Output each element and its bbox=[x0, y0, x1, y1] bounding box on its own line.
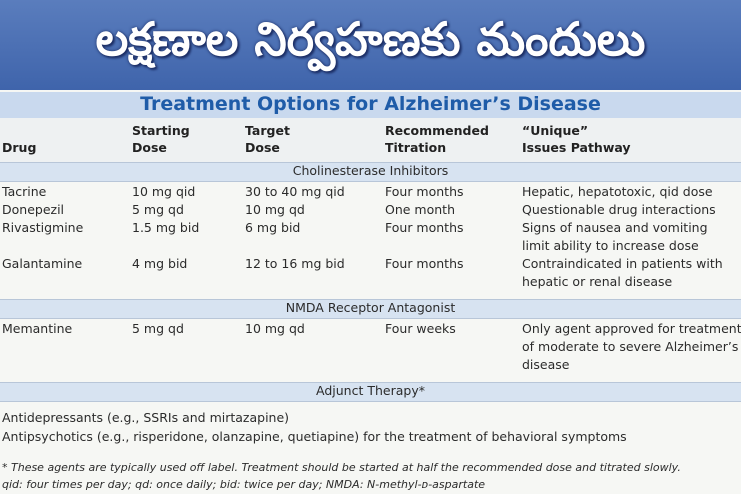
column-header: Dose bbox=[245, 140, 280, 155]
header-band bbox=[0, 118, 741, 163]
cell: Tacrine bbox=[2, 184, 47, 199]
cell: Donepezil bbox=[2, 202, 65, 217]
banner bbox=[0, 0, 741, 90]
cell: 4 mg bid bbox=[132, 256, 188, 271]
column-header: Recommended bbox=[385, 123, 489, 138]
section-title: Adjunct Therapy* bbox=[316, 383, 425, 398]
section-band bbox=[0, 162, 741, 182]
section-title: NMDA Receptor Antagonist bbox=[285, 300, 456, 315]
cell: Four months bbox=[385, 184, 464, 199]
cell: 6 mg bid bbox=[245, 220, 301, 235]
table-title: Treatment Options for Alzheimer’s Diseas… bbox=[140, 93, 601, 115]
footnote: * These agents are typically used off la… bbox=[2, 461, 681, 474]
footnote: qid: four times per day; qd: once daily;… bbox=[2, 478, 486, 491]
cell: Memantine bbox=[2, 321, 73, 336]
column-header: “Unique” bbox=[522, 123, 589, 138]
cell: Galantamine bbox=[2, 256, 83, 271]
banner-title: లక్షణాల నిర్వహణకు మందులు bbox=[95, 12, 646, 66]
cell: 10 mg qid bbox=[132, 184, 196, 199]
cell: Questionable drug interactions bbox=[522, 202, 716, 217]
cell: Hepatic, hepatotoxic, qid dose bbox=[522, 184, 713, 199]
cell: 5 mg qd bbox=[132, 202, 184, 217]
cell: 5 mg qd bbox=[132, 321, 184, 336]
cell: 10 mg qd bbox=[245, 321, 305, 336]
column-header: Starting bbox=[132, 123, 190, 138]
cell: Four weeks bbox=[385, 321, 456, 336]
column-header: Titration bbox=[385, 140, 447, 155]
adjunct-line: Antidepressants (e.g., SSRIs and mirtaza… bbox=[2, 410, 290, 425]
column-header: Drug bbox=[2, 140, 37, 155]
title-band bbox=[0, 92, 741, 118]
cell: Only agent approved for treatment bbox=[522, 321, 741, 336]
cell: of moderate to severe Alzheimer’s bbox=[522, 339, 739, 354]
column-header: Issues Pathway bbox=[522, 140, 631, 155]
cell: 30 to 40 mg qid bbox=[245, 184, 345, 199]
section-band bbox=[0, 299, 741, 319]
column-header: Dose bbox=[132, 140, 167, 155]
column-header: Target bbox=[245, 123, 290, 138]
cell: limit ability to increase dose bbox=[522, 238, 699, 253]
cell: Signs of nausea and vomiting bbox=[522, 220, 708, 235]
cell: 10 mg qd bbox=[245, 202, 305, 217]
cell: Contraindicated in patients with bbox=[522, 256, 723, 271]
section-title: Cholinesterase Inhibitors bbox=[292, 163, 449, 178]
cell: Four months bbox=[385, 256, 464, 271]
cell: disease bbox=[522, 357, 570, 372]
cell: 1.5 mg bid bbox=[132, 220, 200, 235]
cell: Rivastigmine bbox=[2, 220, 84, 235]
cell: hepatic or renal disease bbox=[522, 274, 673, 289]
adjunct-line: Antipsychotics (e.g., risperidone, olanz… bbox=[2, 429, 627, 444]
cell: 12 to 16 mg bid bbox=[245, 256, 345, 271]
cell: One month bbox=[385, 202, 455, 217]
cell: Four months bbox=[385, 220, 464, 235]
section-band bbox=[0, 382, 741, 402]
